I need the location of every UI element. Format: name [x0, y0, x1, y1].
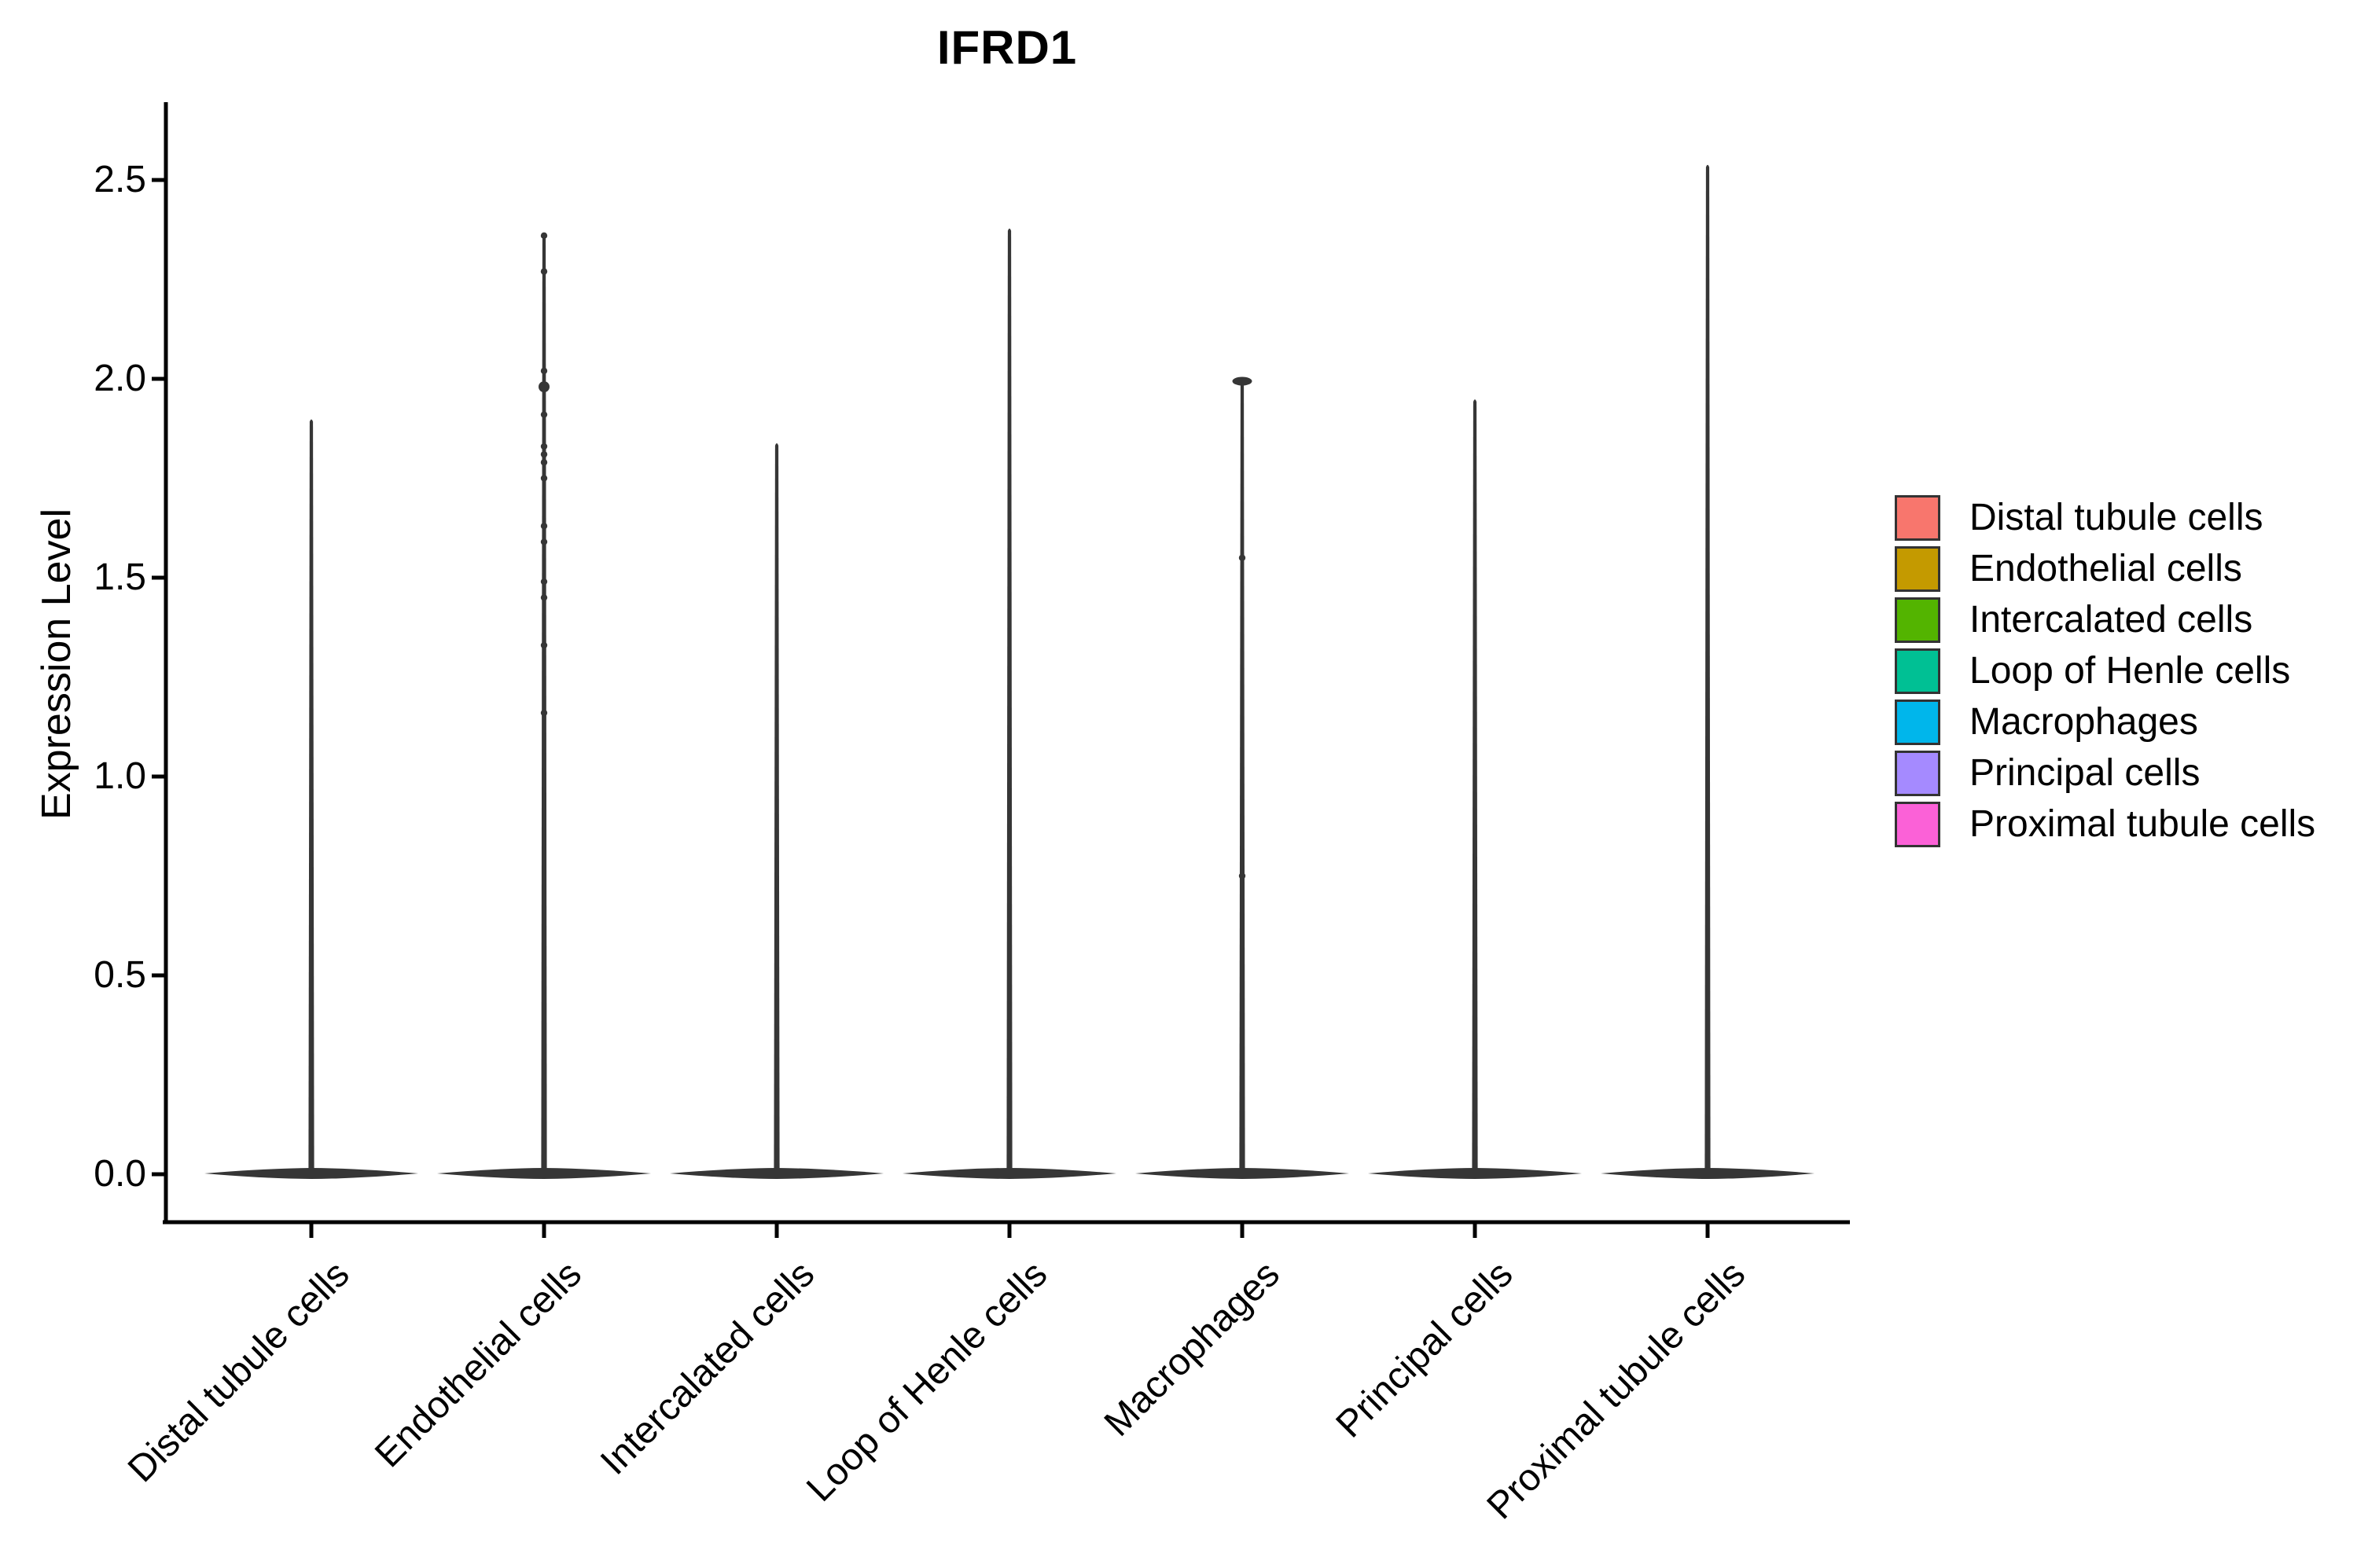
- violin-spike: [1239, 380, 1245, 1172]
- violin-point: [540, 459, 548, 466]
- violin-2: [670, 442, 884, 1179]
- y-tick-label-1-0: 1.0: [94, 755, 146, 797]
- violin-point: [540, 442, 548, 450]
- violin-base: [903, 1168, 1116, 1179]
- violin-point: [540, 641, 548, 649]
- legend-label: Intercalated cells: [1969, 599, 2253, 641]
- violin-4: [1135, 376, 1349, 1179]
- legend-swatch-proximal-tubule-cells: [1895, 802, 1940, 847]
- violin-point: [540, 523, 548, 530]
- violin-point: [540, 475, 548, 482]
- violin-3: [903, 228, 1116, 1179]
- y-tick-label-0-5: 0.5: [94, 954, 146, 996]
- violin-point: [540, 268, 548, 275]
- legend-swatch-distal-tubule-cells: [1895, 495, 1940, 541]
- violin-point: [540, 538, 548, 545]
- legend-swatch-intercalated-cells: [1895, 597, 1940, 643]
- violin-point: [540, 411, 548, 418]
- violin-0: [204, 419, 418, 1179]
- violin-point-large: [539, 381, 550, 393]
- legend-swatch-endothelial-cells: [1895, 546, 1940, 592]
- violin-spike: [1006, 228, 1013, 1173]
- legend-label: Proximal tubule cells: [1969, 803, 2316, 845]
- violin-point: [1238, 872, 1246, 879]
- violin-5: [1368, 399, 1582, 1179]
- violin-base: [437, 1168, 651, 1179]
- violin-spike: [308, 419, 314, 1172]
- violin-top-cap-point: [1232, 376, 1252, 386]
- violin-spike: [541, 236, 547, 1173]
- violin-spike: [1704, 164, 1711, 1172]
- legend-label: Loop of Henle cells: [1969, 650, 2291, 692]
- y-tick-label-2-5: 2.5: [94, 159, 146, 200]
- y-tick-label-1-5: 1.5: [94, 556, 146, 598]
- violin-point: [1238, 554, 1246, 561]
- legend-swatch-principal-cells: [1895, 751, 1940, 796]
- violin-base: [1601, 1168, 1815, 1179]
- violin-spike: [1472, 399, 1478, 1172]
- violin-spike: [774, 442, 780, 1172]
- violin-base: [1135, 1168, 1349, 1179]
- violin-base: [1368, 1168, 1582, 1179]
- legend-swatch-loop-of-henle-cells: [1895, 648, 1940, 694]
- violin-6: [1601, 164, 1815, 1179]
- legend-label: Endothelial cells: [1969, 548, 2242, 589]
- legend-swatch-macrophages: [1895, 700, 1940, 745]
- violin-base: [670, 1168, 884, 1179]
- legend-label: Distal tubule cells: [1969, 497, 2263, 538]
- violin-point: [540, 367, 548, 375]
- violin-point: [540, 709, 548, 717]
- legend-label: Macrophages: [1969, 701, 2198, 743]
- y-tick-label-2-0: 2.0: [94, 358, 146, 399]
- violin-point: [540, 594, 548, 601]
- violin-point: [540, 232, 548, 240]
- violin-point: [540, 450, 548, 458]
- legend-label: Principal cells: [1969, 752, 2201, 794]
- y-tick-label-0-0: 0.0: [94, 1153, 146, 1195]
- violin-point: [540, 578, 548, 586]
- chart-title: IFRD1: [936, 21, 1078, 74]
- violin-base: [204, 1168, 418, 1179]
- violin-1: [437, 232, 651, 1179]
